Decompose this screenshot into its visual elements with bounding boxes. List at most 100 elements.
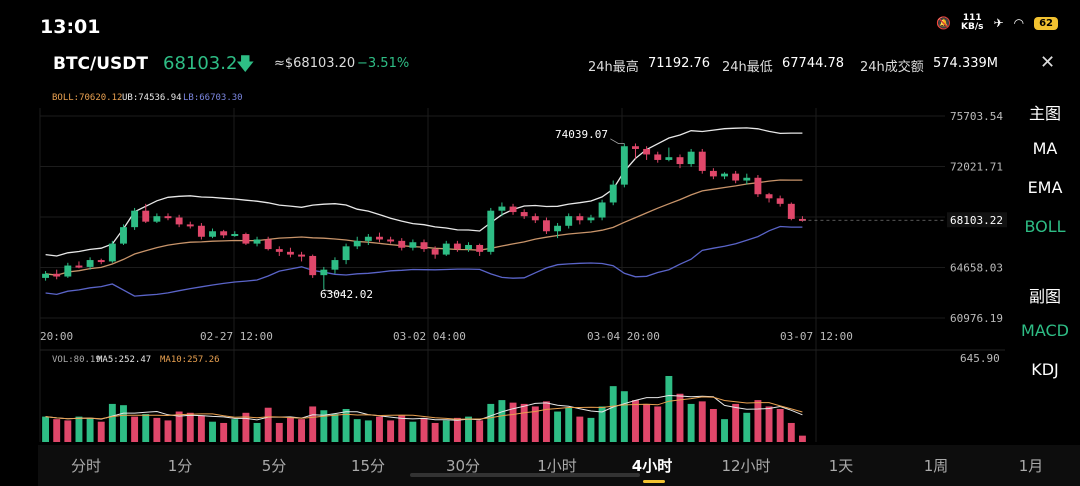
candle-body bbox=[442, 243, 450, 255]
high-value: 71192.76 bbox=[648, 56, 711, 71]
trading-pair[interactable]: BTC/USDT bbox=[53, 54, 148, 74]
menu-boll[interactable]: BOLL bbox=[1024, 217, 1066, 236]
low-annotation: 63042.02 bbox=[320, 288, 373, 301]
volume-bar bbox=[275, 422, 283, 442]
candle-body bbox=[220, 231, 228, 236]
candle-body bbox=[53, 273, 61, 277]
tab-15m[interactable]: 15分 bbox=[350, 457, 386, 475]
candle-body bbox=[131, 210, 139, 228]
candle-body bbox=[776, 198, 784, 204]
volume-bar bbox=[687, 403, 695, 442]
price-tick-label: 75703.54 bbox=[950, 110, 1003, 123]
volume-bar bbox=[175, 411, 183, 442]
volume-bars bbox=[42, 375, 806, 442]
tab-1h[interactable]: 1小时 bbox=[537, 457, 577, 475]
volume-bar bbox=[609, 386, 617, 442]
menu-ema[interactable]: EMA bbox=[1027, 178, 1063, 197]
volume-bar bbox=[498, 400, 506, 442]
volume-bar bbox=[732, 403, 740, 442]
candle-body bbox=[175, 217, 183, 225]
candle-body bbox=[197, 225, 205, 237]
candle-body bbox=[453, 243, 461, 250]
volume-max-label: 645.90 bbox=[960, 352, 1000, 365]
tab-1mo[interactable]: 1月 bbox=[1018, 457, 1044, 475]
menu-main-chart[interactable]: 主图 bbox=[1028, 104, 1061, 123]
volume-bar bbox=[309, 406, 317, 442]
low-value: 67744.78 bbox=[782, 56, 845, 71]
candle-body bbox=[231, 234, 239, 237]
menu-ma[interactable]: MA bbox=[1032, 139, 1058, 158]
price-change: −3.51% bbox=[357, 56, 410, 71]
menu-sub-chart[interactable]: 副图 bbox=[1028, 287, 1061, 306]
candle-body bbox=[554, 225, 562, 232]
candle-body bbox=[108, 243, 116, 262]
volume-bar bbox=[209, 421, 216, 442]
candle-body bbox=[465, 244, 472, 250]
ma5-legend: MA5:252.47 bbox=[97, 355, 151, 365]
vol-ma10-line bbox=[45, 396, 803, 420]
volume-bar bbox=[286, 417, 294, 442]
lb-legend: LB:66703.30 bbox=[183, 93, 243, 103]
candle-body bbox=[598, 202, 606, 218]
candle-body bbox=[242, 234, 250, 244]
volume-bar bbox=[709, 408, 717, 442]
candle-body bbox=[120, 227, 127, 244]
candle-body bbox=[620, 146, 628, 185]
candle-body bbox=[320, 269, 328, 276]
boll-legend: BOLL:70620.12 bbox=[52, 93, 122, 103]
volume-bar bbox=[164, 420, 172, 442]
boll-upper-line bbox=[45, 127, 803, 257]
volume-bar bbox=[42, 416, 50, 442]
volume-bar bbox=[64, 420, 72, 442]
volume-bar bbox=[53, 419, 61, 442]
candle-body bbox=[376, 236, 383, 240]
wifi-icon: ◠ bbox=[1013, 16, 1025, 30]
volume-bar bbox=[787, 422, 795, 442]
candle-body bbox=[709, 170, 717, 177]
volume-bar bbox=[197, 415, 205, 442]
candle-body bbox=[743, 177, 751, 181]
mute-icon: 🔕 bbox=[936, 16, 952, 30]
candlestick-chart[interactable]: BOLL:70620.12 UB:74536.94 LB:66703.30 VO… bbox=[0, 0, 1010, 445]
volume-bar bbox=[242, 412, 250, 442]
ma10-legend: MA10:257.26 bbox=[160, 355, 220, 365]
candle-body bbox=[409, 242, 417, 248]
volume-bar bbox=[108, 403, 116, 442]
volume-bar bbox=[298, 419, 306, 442]
volume-bar bbox=[86, 417, 94, 442]
candle-body bbox=[331, 260, 339, 270]
candle-body bbox=[286, 251, 294, 255]
tab-12h[interactable]: 12小时 bbox=[721, 457, 771, 475]
tab-1w[interactable]: 1周 bbox=[923, 457, 949, 475]
tab-1d[interactable]: 1天 bbox=[828, 457, 854, 475]
candle-body bbox=[387, 239, 395, 242]
tab-timeshare[interactable]: 分时 bbox=[70, 457, 102, 475]
tab-4h[interactable]: 4小时 bbox=[631, 457, 673, 475]
candle-body bbox=[732, 173, 740, 181]
tab-5m[interactable]: 5分 bbox=[261, 457, 287, 475]
volume-bar bbox=[798, 435, 806, 442]
status-bar: 13:01 🔕 111 KB/s ✈ ◠ 62 bbox=[0, 0, 1080, 44]
volume-bar bbox=[721, 419, 728, 442]
high-annotation: 74039.07 bbox=[555, 128, 608, 141]
candle-body bbox=[420, 242, 428, 250]
volume-bar bbox=[131, 416, 139, 442]
candle-body bbox=[64, 265, 72, 277]
menu-kdj[interactable]: KDJ bbox=[1031, 360, 1059, 379]
volume-value: 574.339M bbox=[933, 56, 998, 71]
volume-bar bbox=[253, 422, 261, 442]
candle-body bbox=[153, 216, 161, 222]
candles bbox=[42, 143, 945, 290]
menu-macd[interactable]: MACD bbox=[1021, 321, 1069, 340]
tab-30m[interactable]: 30分 bbox=[445, 457, 481, 475]
candle-body bbox=[509, 206, 517, 213]
airplane-icon: ✈ bbox=[993, 16, 1004, 30]
high-marker-line bbox=[610, 138, 625, 144]
net-speed: 111 KB/s bbox=[961, 14, 983, 32]
volume-bar bbox=[453, 417, 461, 442]
close-icon[interactable]: ✕ bbox=[1040, 52, 1056, 73]
candle-body bbox=[42, 273, 50, 278]
time-tick-label: 03-04 20:00 bbox=[587, 330, 660, 343]
tab-1m[interactable]: 1分 bbox=[167, 457, 193, 475]
volume-bar bbox=[776, 408, 784, 442]
